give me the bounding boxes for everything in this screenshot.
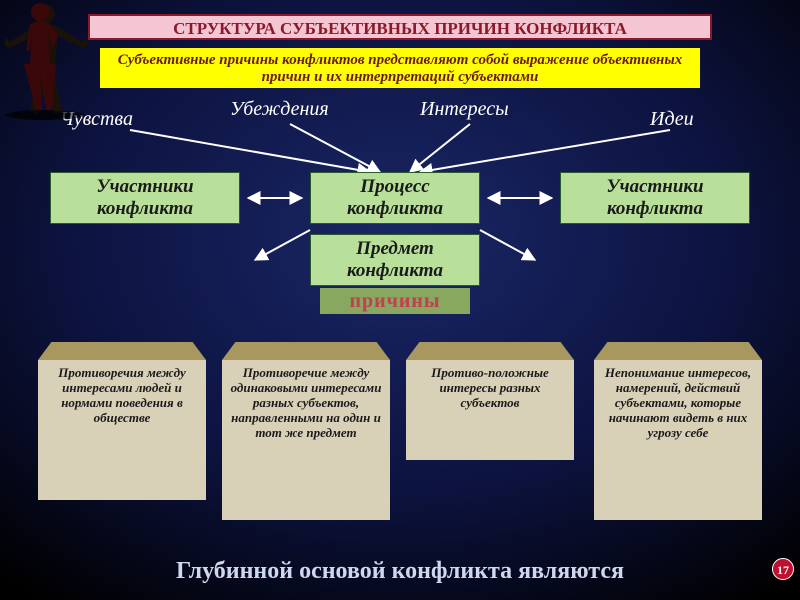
box-participants-left: Участники конфликта [50,172,240,224]
cause-box-top [406,342,574,360]
slide-root: СТРУКТУРА СУБЪЕКТИВНЫХ ПРИЧИН КОНФЛИКТА … [0,0,800,600]
topic-interests: Интересы [420,98,509,121]
causes-label: причины [320,288,470,314]
subtitle-box: Субъективные причины конфликтов представ… [100,48,700,88]
topic-beliefs: Убеждения [230,98,329,121]
cause-box-0: Противоречия между интересами людей и но… [38,360,206,500]
box-participants-right: Участники конфликта [560,172,750,224]
page-number-badge: 17 [772,558,794,580]
cause-box-3: Непонимание интересов, намерений, действ… [594,360,762,520]
cause-box-top [222,342,390,360]
figure-right [0,0,80,125]
cause-box-2: Противо-положные интересы разных субъект… [406,360,574,460]
cause-box-top [594,342,762,360]
topic-ideas: Идеи [650,108,694,131]
main-title: СТРУКТУРА СУБЪЕКТИВНЫХ ПРИЧИН КОНФЛИКТА [88,14,712,40]
box-subject: Предмет конфликта [310,234,480,286]
box-process: Процесс конфликта [310,172,480,224]
cause-box-top [38,342,206,360]
cause-box-1: Противоречие между одинаковыми интересам… [222,360,390,520]
footer-text: Глубинной основой конфликта являются [0,558,800,585]
